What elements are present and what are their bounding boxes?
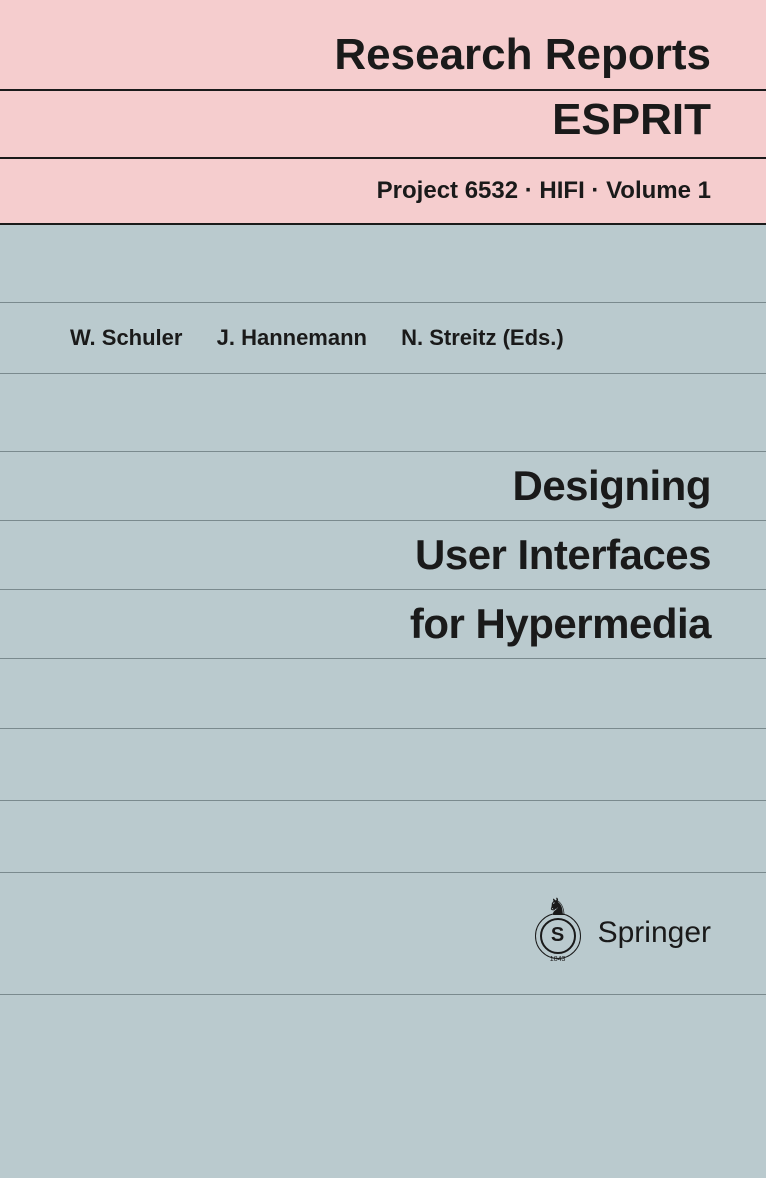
spacer-row [0,995,766,1067]
editor-2: J. Hannemann [217,325,367,350]
publisher-row: ♞ S 1843 Springer [0,873,766,995]
book-cover: Research Reports ESPRIT Project 6532 · H… [0,0,766,1178]
publisher-name: Springer [598,916,711,950]
editor-1: W. Schuler [70,325,182,350]
header-section: Research Reports ESPRIT Project 6532 · H… [0,0,766,225]
springer-logo-icon: ♞ S 1843 [530,896,586,971]
series-title-line1: Research Reports [0,0,766,91]
title-line2: User Interfaces [0,521,766,590]
spacer-row [0,225,766,303]
title-line1: Designing [0,452,766,521]
spacer-row [0,374,766,452]
spacer-row [0,801,766,873]
editors-row: W. Schuler J. Hannemann N. Streitz (Eds.… [0,303,766,374]
title-line3: for Hypermedia [0,590,766,659]
logo-monogram: S [540,918,576,954]
body-section: W. Schuler J. Hannemann N. Streitz (Eds.… [0,225,766,1178]
spacer-row [0,729,766,801]
spacer-row [0,659,766,729]
project-info: Project 6532 · HIFI · Volume 1 [0,159,766,225]
series-title-line2: ESPRIT [0,91,766,159]
editor-3: N. Streitz (Eds.) [401,325,564,350]
